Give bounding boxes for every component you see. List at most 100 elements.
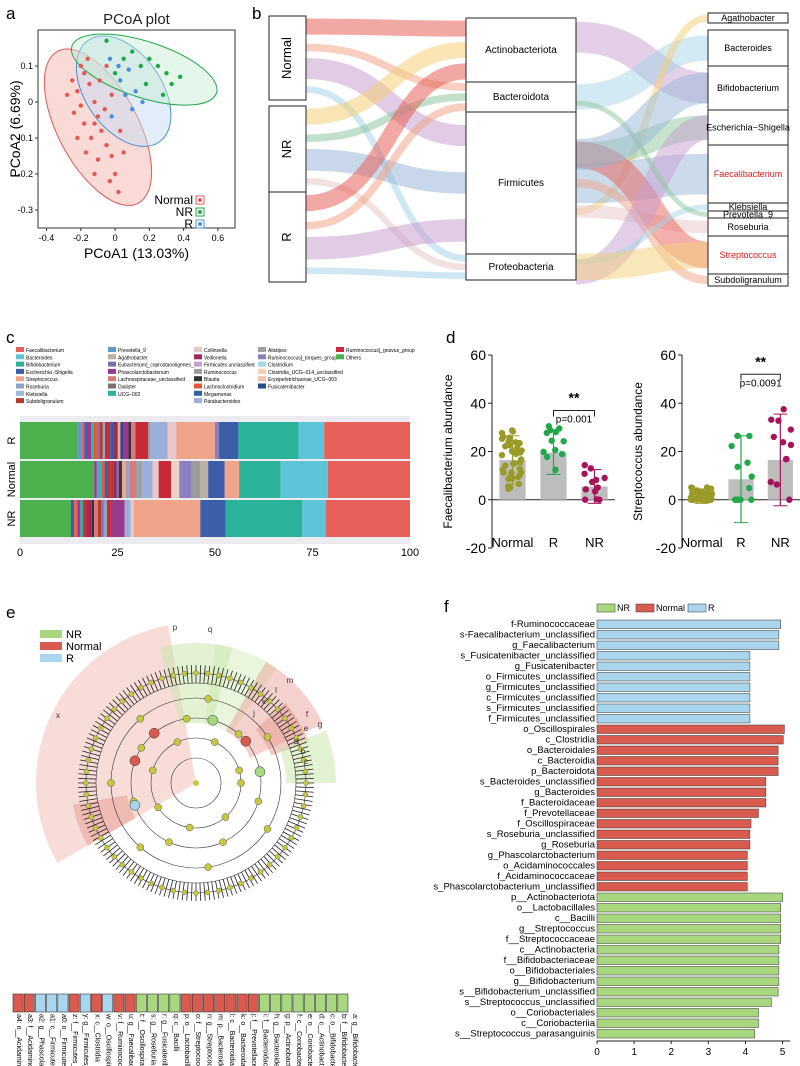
cladogram-node (165, 838, 173, 846)
composition-legend-swatch (16, 383, 24, 389)
lefse-bar-label: f_Acidaminococcaceae (497, 871, 595, 882)
composition-x-tick: 75 (306, 547, 318, 559)
cladogram-key-box (169, 993, 181, 1013)
lefse-bar-label: g_Phascolarctobacterium (488, 850, 595, 861)
abundance-point (591, 488, 599, 495)
composition-segment (86, 422, 92, 459)
lefse-bar (596, 829, 751, 839)
sankey-flow-left (305, 18, 467, 37)
composition-legend-label: Ruminococcus]_torques_group (268, 355, 337, 361)
pcoa-point-normal (99, 128, 104, 133)
y-tick-label: 40 (660, 395, 676, 411)
abundance-point (552, 428, 560, 436)
composition-segment (84, 422, 87, 459)
sankey-right-node (707, 29, 789, 67)
cladogram-node (216, 672, 222, 679)
composition-legend-swatch (258, 354, 266, 360)
cladogram-key-label: t: f__Oscillospiraceae (138, 1014, 145, 1066)
composition-segment (150, 422, 168, 459)
cladogram-node (300, 757, 307, 763)
cladogram-node (266, 698, 273, 704)
lefse-bar (596, 798, 767, 808)
composition-segment (148, 422, 151, 459)
cladogram-legend-swatch (40, 642, 62, 650)
abundance-category-label: R (549, 535, 558, 550)
composition-segment (302, 500, 326, 537)
cladogram-node (275, 706, 281, 713)
cladogram-key-box (91, 993, 102, 1013)
composition-segment (107, 500, 111, 537)
cladogram-branch (86, 737, 104, 746)
y-tick-label: -0.3 (17, 205, 33, 215)
pcoa-point-r (126, 67, 131, 72)
cladogram-key-box (259, 993, 270, 1013)
cladogram-node (254, 797, 263, 806)
cladogram-node (119, 862, 126, 868)
cladogram-key-box (46, 993, 58, 1013)
cladogram-node (302, 768, 309, 775)
composition-legend-swatch (194, 354, 202, 360)
sig-bracket (553, 409, 595, 417)
cladogram-branch (95, 834, 111, 845)
pcoa-point-normal (75, 89, 80, 94)
lefse-bar-label: f_Oscillospiraceae (517, 819, 595, 830)
abundance-point (748, 496, 755, 503)
abundance-category-label: NR (585, 535, 604, 550)
cladogram-highlight-node (254, 766, 266, 777)
composition-segment (113, 461, 117, 498)
composition-legend-label: Phascolarctobacterium (118, 370, 169, 376)
lefse-bar (596, 619, 781, 629)
abundance-point (506, 474, 513, 481)
cladogram-branch (218, 668, 224, 686)
composition-segment (124, 500, 131, 537)
panel-letter-a: a (6, 4, 16, 23)
cladogram-key-label: j: f__Prevotellaceae (250, 1013, 257, 1066)
cladogram-key-label: o: f__Streptococcaceae (194, 1014, 201, 1066)
composition-legend-swatch (16, 361, 24, 367)
cladogram-branch (274, 844, 289, 857)
clade-letter: p (173, 623, 178, 632)
lefse-bar-label: f_Prevotellaceae (524, 808, 595, 819)
cladogram-legend-label: NR (66, 629, 82, 641)
cladogram-branch (271, 847, 286, 860)
composition-segment (129, 461, 136, 498)
composition-legend-swatch (108, 376, 116, 382)
cladogram-key-box (68, 993, 80, 1013)
abundance-point (596, 496, 603, 503)
pcoa-point-normal (82, 71, 87, 76)
lefse-bar-label: s__Streptococcus_parasanguinis (455, 1029, 595, 1040)
composition-legend-swatch (16, 347, 24, 352)
pcoa-point-normal (95, 157, 101, 162)
composition-segment (20, 461, 95, 498)
cladogram-node (227, 884, 233, 891)
composition-legend-swatch (16, 354, 24, 360)
cladogram-branch (79, 798, 98, 802)
abundance-point (516, 465, 524, 473)
cladogram-node (300, 803, 307, 809)
pcoa-point-nr (130, 49, 135, 54)
cladogram-branch (134, 682, 145, 698)
cladogram-node (193, 670, 199, 676)
composition-legend-label: Roseburia (26, 385, 49, 391)
lefse-bar-label: f__Streptococcaceae (506, 934, 595, 945)
lefse-bar (596, 766, 779, 776)
cladogram-branch (247, 682, 258, 698)
composition-legend-swatch (194, 347, 202, 352)
lefse-bar-label: f-Ruminococcaceae (511, 619, 595, 630)
abundance-point (787, 426, 795, 433)
lefse-bar-label: g__Streptococcus (519, 924, 595, 935)
pcoa-point-normal (102, 107, 108, 112)
abundance-ylabel: Faecalibacterium abundance (441, 374, 455, 528)
cladogram-branch (233, 673, 242, 691)
cladogram-branch (288, 820, 306, 829)
lefse-bar (596, 945, 780, 955)
cladogram-node (248, 685, 254, 691)
y-tick-label: 60 (470, 347, 486, 363)
pcoa-point-r (130, 107, 135, 112)
sig-bracket (740, 373, 781, 381)
cladogram-node (159, 884, 165, 891)
abundance-point (513, 445, 520, 452)
cladogram-node (275, 853, 281, 860)
sankey-right-label: Subdoligranulum (714, 275, 782, 285)
cladogram-node (111, 706, 117, 713)
